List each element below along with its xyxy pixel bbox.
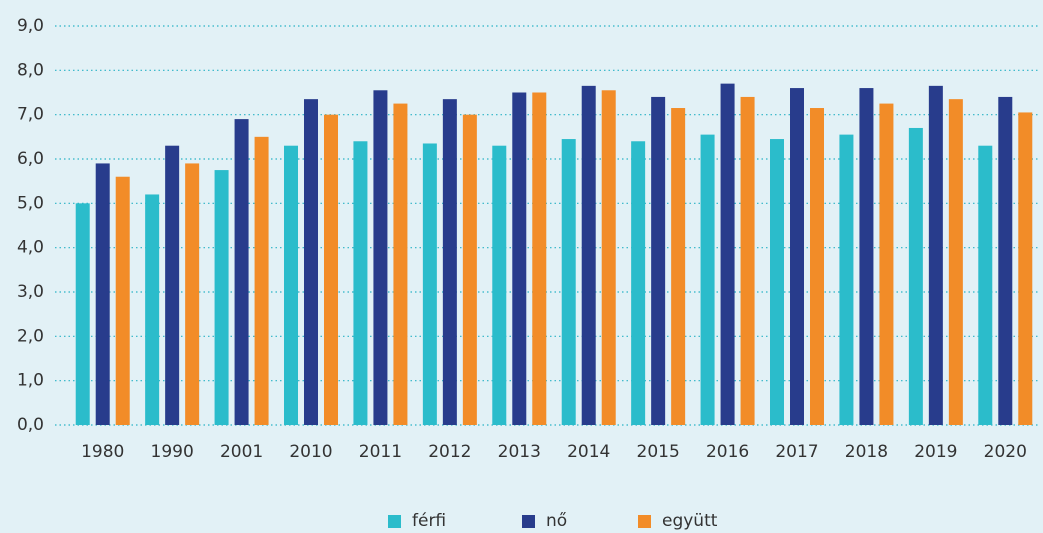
y-tick-label: 7,0 bbox=[17, 105, 44, 125]
x-tick-label: 1990 bbox=[151, 442, 194, 462]
bar bbox=[790, 88, 804, 426]
bar bbox=[561, 139, 576, 426]
bar bbox=[859, 88, 874, 426]
x-tick-label: 2018 bbox=[845, 442, 888, 462]
bar bbox=[631, 141, 646, 425]
bar bbox=[185, 163, 200, 425]
bar bbox=[422, 143, 437, 425]
bar bbox=[879, 103, 894, 425]
bar bbox=[393, 103, 408, 425]
legend-label: együtt bbox=[662, 511, 718, 531]
y-tick-label: 0,0 bbox=[17, 415, 44, 435]
bar bbox=[700, 134, 715, 425]
bar bbox=[978, 145, 993, 425]
y-tick-label: 1,0 bbox=[17, 371, 44, 391]
x-tick-label: 2020 bbox=[984, 442, 1027, 462]
x-tick-label: 2015 bbox=[637, 442, 680, 462]
x-tick-label: 2013 bbox=[498, 442, 541, 462]
bar bbox=[442, 99, 457, 426]
legend-label: férfi bbox=[412, 511, 446, 531]
y-tick-label: 6,0 bbox=[17, 149, 44, 169]
bar bbox=[839, 134, 854, 425]
bar bbox=[671, 108, 686, 426]
bar bbox=[770, 139, 784, 426]
x-tick-label: 2016 bbox=[706, 442, 749, 462]
bar bbox=[601, 90, 616, 426]
bar bbox=[492, 145, 507, 425]
x-tick-label: 2001 bbox=[220, 442, 263, 462]
bar bbox=[462, 114, 477, 426]
x-tick-label: 2011 bbox=[359, 442, 402, 462]
legend-swatch bbox=[388, 515, 401, 528]
bar bbox=[304, 99, 318, 426]
legend-swatch bbox=[638, 515, 651, 528]
bar bbox=[532, 92, 547, 425]
bar bbox=[165, 145, 180, 425]
y-tick-label: 8,0 bbox=[17, 60, 44, 80]
bar bbox=[998, 96, 1013, 425]
x-tick-label: 1980 bbox=[81, 442, 124, 462]
bar bbox=[581, 85, 596, 425]
y-tick-label: 4,0 bbox=[17, 238, 44, 258]
bar bbox=[373, 90, 388, 426]
y-tick-label: 3,0 bbox=[17, 282, 44, 302]
x-tick-label: 2019 bbox=[914, 442, 957, 462]
bar bbox=[254, 136, 269, 426]
x-tick-label: 2010 bbox=[289, 442, 332, 462]
legend-swatch bbox=[522, 515, 535, 528]
bar bbox=[720, 83, 735, 425]
bar bbox=[353, 141, 368, 425]
bar bbox=[928, 85, 943, 425]
bar bbox=[115, 176, 130, 425]
bar bbox=[75, 203, 90, 425]
x-tick-label: 2014 bbox=[567, 442, 610, 462]
bar bbox=[214, 170, 229, 425]
x-tick-label: 2012 bbox=[428, 442, 471, 462]
bar bbox=[908, 127, 923, 425]
bar bbox=[740, 96, 755, 425]
bar bbox=[1018, 112, 1033, 425]
bar bbox=[234, 119, 249, 425]
bar bbox=[651, 96, 666, 425]
bar bbox=[145, 194, 160, 425]
bar bbox=[948, 99, 963, 426]
y-tick-label: 9,0 bbox=[17, 16, 44, 36]
x-tick-label: 2017 bbox=[775, 442, 818, 462]
bar bbox=[284, 145, 298, 425]
bar bbox=[810, 108, 824, 426]
y-tick-label: 5,0 bbox=[17, 193, 44, 213]
bar bbox=[512, 92, 527, 425]
y-tick-label: 2,0 bbox=[17, 326, 44, 346]
bar bbox=[95, 163, 110, 425]
bar bbox=[324, 114, 338, 426]
legend-label: nő bbox=[546, 511, 567, 531]
